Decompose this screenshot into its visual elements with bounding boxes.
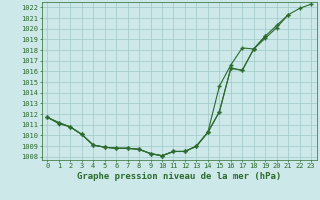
- X-axis label: Graphe pression niveau de la mer (hPa): Graphe pression niveau de la mer (hPa): [77, 172, 281, 181]
